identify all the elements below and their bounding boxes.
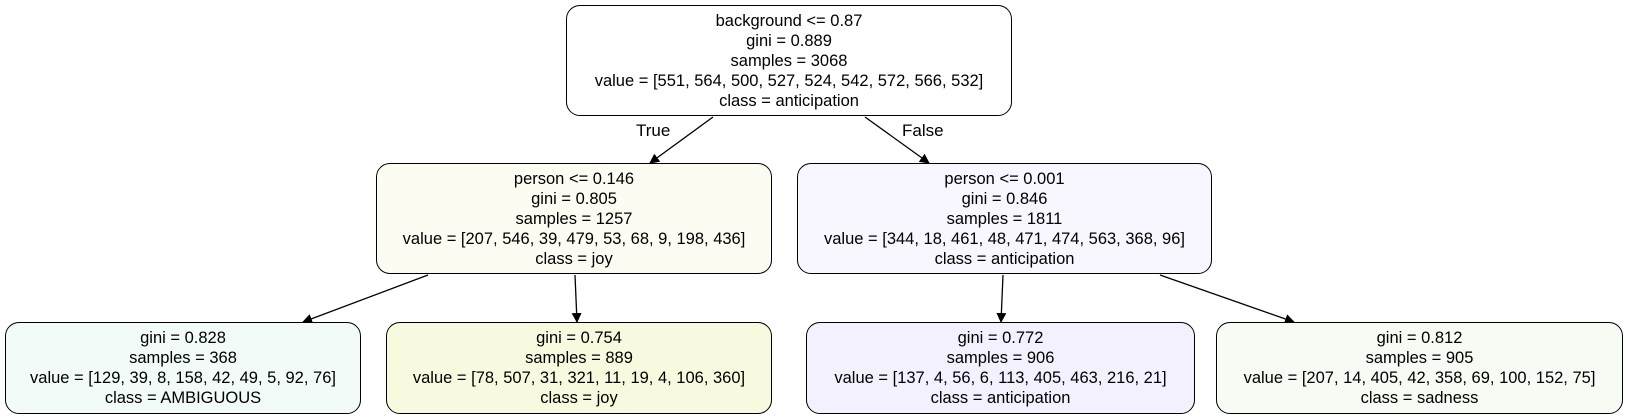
node-class: class = AMBIGUOUS [104, 389, 262, 407]
node-split: background <= 0.87 [715, 11, 863, 30]
edge-right-leaf-rl [996, 274, 1007, 323]
node-samples: samples = 889 [525, 349, 633, 367]
node-samples: samples = 368 [129, 349, 237, 367]
node-gini: gini = 0.754 [536, 329, 622, 347]
edge-root-left [649, 116, 714, 164]
node-value: value = [207, 14, 405, 42, 358, 69, 100,… [1243, 369, 1596, 387]
node-split: person <= 0.001 [944, 169, 1065, 188]
leaf-node-ambiguous: gini = 0.828 samples = 368 value = [129,… [5, 322, 361, 414]
node-class: class = anticipation [934, 249, 1075, 268]
node-class: class = anticipation [719, 91, 859, 110]
node-gini: gini = 0.828 [140, 329, 226, 347]
node-split: person <= 0.146 [513, 169, 635, 188]
node-gini: gini = 0.772 [957, 329, 1044, 347]
node-value: value = [207, 546, 39, 479, 53, 68, 9, 1… [402, 229, 746, 248]
node-class: class = joy [535, 249, 613, 268]
node-gini: gini = 0.805 [531, 189, 617, 208]
leaf-node-joy: gini = 0.754 samples = 889 value = [78, … [386, 322, 772, 414]
node-samples: samples = 906 [946, 349, 1055, 367]
node-class: class = joy [540, 389, 618, 407]
node-class: class = sadness [1360, 389, 1479, 407]
node-class: class = anticipation [930, 389, 1071, 407]
edge-label-false: False [902, 121, 944, 140]
leaf-node-anticipation: gini = 0.772 samples = 906 value = [137,… [806, 322, 1195, 414]
node-value: value = [137, 4, 56, 6, 113, 405, 463, 2… [834, 369, 1167, 387]
node-samples: samples = 905 [1365, 349, 1474, 367]
node-value: value = [551, 564, 500, 527, 524, 542, 5… [594, 71, 984, 90]
node-samples: samples = 1811 [946, 209, 1063, 228]
root-node: background <= 0.87 gini = 0.889 samples … [566, 5, 1012, 116]
edge-left-leaf-lr [571, 274, 582, 323]
node-samples: samples = 3068 [730, 51, 848, 70]
node-value: value = [78, 507, 31, 321, 11, 19, 4, 10… [412, 369, 746, 387]
edge-root-right [864, 116, 930, 164]
edge-right-leaf-rr [1159, 274, 1295, 324]
edge-label-true: True [636, 121, 671, 140]
node-gini: gini = 0.889 [746, 31, 832, 50]
edge-left-leaf-ll [302, 274, 429, 324]
leaf-node-sadness: gini = 0.812 samples = 905 value = [207,… [1216, 322, 1623, 414]
node-gini: gini = 0.846 [961, 189, 1048, 208]
node-gini: gini = 0.812 [1376, 329, 1463, 347]
left-node: person <= 0.146 gini = 0.805 samples = 1… [376, 163, 772, 274]
node-value: value = [129, 39, 8, 158, 42, 49, 5, 92,… [30, 369, 336, 387]
node-samples: samples = 1257 [515, 209, 633, 228]
right-node: person <= 0.001 gini = 0.846 samples = 1… [797, 163, 1212, 274]
node-value: value = [344, 18, 461, 48, 471, 474, 563… [823, 229, 1185, 248]
